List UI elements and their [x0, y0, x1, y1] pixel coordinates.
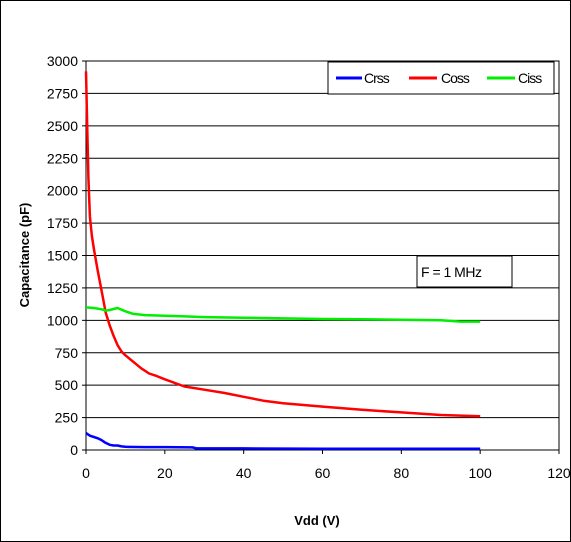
series-line-crss — [85, 432, 481, 450]
x-tick-label: 100 — [468, 465, 492, 481]
y-tick-label: 1000 — [47, 312, 78, 328]
x-axis-label: Vdd (V) — [294, 513, 340, 528]
y-tick-label: 1250 — [47, 280, 78, 296]
y-tick-label: 1500 — [47, 248, 78, 264]
legend-label-crss: Crss — [364, 70, 390, 86]
y-tick-label: 2250 — [47, 150, 78, 166]
legend-box — [327, 61, 555, 95]
x-tick-label: 120 — [547, 465, 571, 481]
x-tick-label: 80 — [394, 465, 410, 481]
annotation-text: F = 1 MHz — [421, 264, 482, 280]
y-tick-label: 0 — [70, 442, 78, 458]
y-tick-label: 3000 — [47, 53, 78, 69]
y-axis-label: Capacitance (pF) — [17, 203, 32, 308]
y-tick-label: 2000 — [47, 183, 78, 199]
x-tick-label: 40 — [236, 465, 252, 481]
series-line-ciss — [85, 306, 481, 323]
frequency-annotation: F = 1 MHz — [416, 255, 513, 288]
series-line-coss — [84, 71, 481, 418]
legend-label-coss: Coss — [441, 70, 470, 86]
x-tick-label: 20 — [157, 465, 173, 481]
y-tick-label: 750 — [55, 345, 79, 361]
y-tick-label: 2500 — [47, 118, 78, 134]
y-tick-label: 500 — [55, 377, 79, 393]
y-tick-label: 1750 — [47, 215, 78, 231]
x-tick-label: 0 — [82, 465, 90, 481]
legend: Crss Coss Ciss — [327, 61, 555, 95]
series — [84, 71, 481, 450]
x-tick-label: 60 — [315, 465, 331, 481]
y-tick-label: 250 — [55, 410, 79, 426]
y-tick-label: 2750 — [47, 85, 78, 101]
annotation-box — [416, 255, 513, 288]
tick-labels: 0250500750100012501500175020002250250027… — [47, 53, 571, 481]
legend-label-ciss: Ciss — [518, 70, 542, 86]
